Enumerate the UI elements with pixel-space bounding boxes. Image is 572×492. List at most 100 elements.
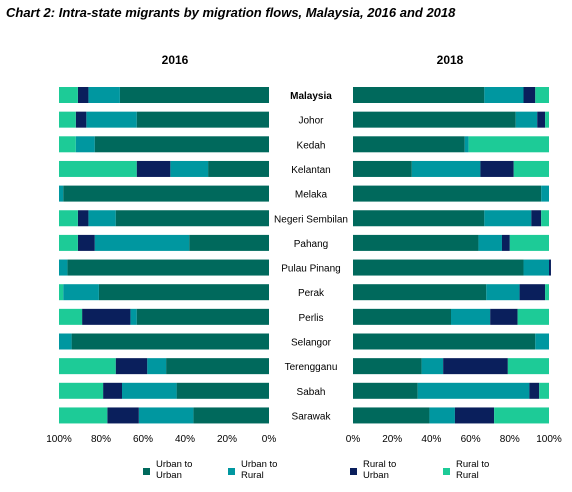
- category-label-pahang: Pahang: [294, 239, 328, 250]
- bar-2016-pahang-rural-to-urban: [77, 234, 95, 251]
- category-label-kelantan: Kelantan: [291, 165, 330, 176]
- bar-2018-kelantan-rural-to-rural: [513, 160, 549, 177]
- x-tick-label-2016: 60%: [133, 434, 153, 445]
- bar-2018-terengganu-urban-to-rural: [421, 358, 444, 375]
- x-axis-ticks-2016: 100% 80% 60% 40% 20% 0%: [46, 434, 276, 445]
- legend-label-rural-to-urban: Rural to Urban: [363, 459, 396, 481]
- category-label-kedah: Kedah: [297, 140, 326, 151]
- bar-2016-pulau-pinang-urban-to-rural: [59, 259, 68, 276]
- bar-2016-sarawak-rural-to-rural: [59, 407, 108, 424]
- bar-2018-pahang-urban-to-urban: [353, 234, 479, 251]
- bar-2018-malaysia-urban-to-urban: [353, 87, 485, 103]
- x-tick-label-2016: 100%: [46, 434, 72, 445]
- bar-2018-pahang-rural-to-rural: [509, 234, 549, 251]
- panel-title-2016: 2016: [162, 53, 189, 67]
- bar-2016-pahang-urban-to-rural: [94, 234, 190, 251]
- bar-2016-negeri-sembilan-rural-to-urban: [77, 210, 89, 227]
- bar-2018-sarawak-rural-to-rural: [494, 407, 549, 424]
- category-label-sarawak: Sarawak: [292, 411, 332, 422]
- bar-2016-kedah-urban-to-urban: [94, 136, 269, 153]
- chart-title: Chart 2: Intra-state migrants by migrati…: [6, 5, 456, 20]
- legend-swatch-rural-to-rural: [443, 468, 450, 475]
- bar-2018-perak-urban-to-urban: [353, 284, 487, 301]
- category-label-selangor: Selangor: [291, 338, 332, 349]
- bar-2016-terengganu-urban-to-urban: [166, 358, 269, 375]
- bar-2018-pahang-rural-to-urban: [501, 234, 510, 251]
- bar-2018-malaysia-urban-to-rural: [484, 87, 524, 103]
- bar-2016-terengganu-rural-to-rural: [59, 358, 116, 375]
- category-labels: Malaysia Johor Kedah Kelantan Melaka Negeri S…: [274, 91, 348, 422]
- bar-2016-sabah-rural-to-urban: [103, 382, 122, 399]
- bar-2018-perak-urban-to-rural: [486, 284, 520, 301]
- bar-2016-perak-urban-to-rural: [63, 284, 99, 301]
- bar-2016-malaysia-rural-to-urban: [77, 87, 89, 103]
- bar-2016-kelantan-rural-to-urban: [136, 160, 171, 177]
- category-label-terengganu: Terengganu: [285, 362, 338, 373]
- bar-2018-perak-rural-to-urban: [519, 284, 546, 301]
- bar-2016-johor-urban-to-urban: [136, 111, 269, 128]
- bar-2016-pulau-pinang-urban-to-urban: [67, 259, 270, 276]
- bar-2016-perak-urban-to-urban: [98, 284, 270, 301]
- x-tick-label-2018: 40%: [421, 434, 441, 445]
- x-tick-label-2018: 20%: [382, 434, 402, 445]
- bar-2016-negeri-sembilan-rural-to-rural: [59, 210, 78, 227]
- bar-2018-perak-rural-to-rural: [545, 284, 549, 301]
- bar-2018-kedah-rural-to-rural: [468, 136, 549, 153]
- bar-2016-perlis-rural-to-rural: [59, 308, 83, 325]
- legend: Urban to Urban Urban to Rural Rural to Urban R…: [143, 459, 489, 481]
- category-label-melaka: Melaka: [295, 190, 328, 201]
- x-tick-label-2018: 100%: [536, 434, 562, 445]
- bar-2018-kedah-urban-to-rural: [464, 136, 469, 153]
- bar-2016-johor-urban-to-rural: [86, 111, 137, 128]
- category-label-perak: Perak: [298, 288, 325, 299]
- x-tick-label-2016: 20%: [217, 434, 237, 445]
- bar-2016-pahang-urban-to-urban: [189, 234, 269, 251]
- bar-2018-sabah-urban-to-rural: [417, 382, 530, 399]
- bar-2016-kedah-urban-to-rural: [75, 136, 95, 153]
- bar-2018-pulau-pinang-rural-to-urban: [549, 259, 551, 276]
- bar-2016-selangor-urban-to-rural: [59, 333, 72, 350]
- bar-2016-perlis-urban-to-rural: [130, 308, 137, 325]
- legend-swatch-urban-to-rural: [228, 468, 235, 475]
- bar-2018-negeri-sembilan-urban-to-urban: [353, 210, 485, 227]
- bar-2016-sabah-rural-to-rural: [59, 382, 104, 399]
- legend-swatch-rural-to-urban: [350, 468, 357, 475]
- legend-label-urban-to-rural: Urban to Rural: [241, 459, 277, 481]
- bar-2018-malaysia-rural-to-urban: [523, 87, 536, 103]
- bar-2016-malaysia-urban-to-rural: [88, 87, 120, 103]
- bar-2018-terengganu-rural-to-rural: [507, 358, 549, 375]
- bar-2016-melaka-urban-to-rural: [59, 185, 64, 202]
- bar-2016-pahang-rural-to-rural: [59, 234, 78, 251]
- bar-2018-kedah-urban-to-urban: [353, 136, 465, 153]
- category-label-perlis: Perlis: [298, 313, 323, 324]
- bar-2016-sarawak-rural-to-urban: [107, 407, 139, 424]
- bar-2018-johor-urban-to-urban: [353, 111, 516, 128]
- bars-2018: [353, 87, 551, 424]
- bar-2018-sabah-rural-to-rural: [539, 382, 549, 399]
- bar-2018-melaka-urban-to-urban: [353, 185, 542, 202]
- bar-2018-kelantan-urban-to-urban: [353, 160, 412, 177]
- bar-2016-terengganu-urban-to-rural: [147, 358, 167, 375]
- bar-2018-selangor-urban-to-rural: [535, 333, 549, 350]
- bar-2016-kelantan-urban-to-rural: [170, 160, 209, 177]
- x-axis-ticks-2018: 0% 20% 40% 60% 80% 100%: [346, 434, 562, 445]
- bar-2018-johor-rural-to-rural: [545, 111, 549, 128]
- legend-label-rural-to-rural: Rural to Rural: [456, 459, 489, 481]
- bar-2018-pahang-urban-to-rural: [478, 234, 502, 251]
- bar-2016-sarawak-urban-to-rural: [138, 407, 194, 424]
- bars-2016: [59, 87, 270, 424]
- x-tick-label-2016: 0%: [262, 434, 277, 445]
- category-label-johor: Johor: [298, 116, 324, 127]
- bar-2018-kelantan-urban-to-rural: [411, 160, 481, 177]
- x-tick-label-2018: 0%: [346, 434, 361, 445]
- bar-2018-terengganu-urban-to-urban: [353, 358, 422, 375]
- bar-2018-sarawak-rural-to-urban: [454, 407, 495, 424]
- category-label-pulau-pinang: Pulau Pinang: [281, 264, 341, 275]
- x-tick-label-2018: 80%: [500, 434, 520, 445]
- x-tick-label-2016: 80%: [91, 434, 111, 445]
- legend-swatch-urban-to-urban: [143, 468, 150, 475]
- bar-2016-kelantan-rural-to-rural: [59, 160, 137, 177]
- bar-2018-perlis-rural-to-urban: [490, 308, 518, 325]
- bar-2016-selangor-urban-to-urban: [71, 333, 269, 350]
